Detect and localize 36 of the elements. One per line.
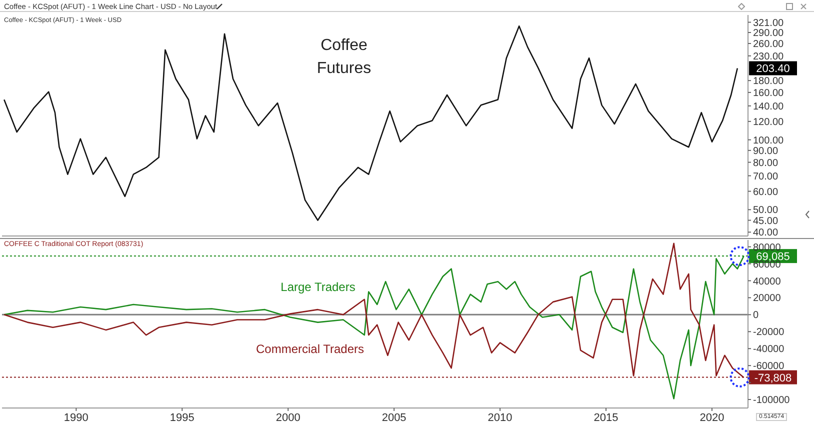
y-tick-label: 230.00 [753,51,784,62]
y-tick-label: 70.00 [753,171,778,182]
y-tick-label: 50.00 [753,205,778,216]
y-tick-label: 160.00 [753,88,784,99]
y-tick-label: 260.00 [753,39,784,50]
ref-line-label: -73,808 [754,372,792,384]
y-tick-label: 140.00 [753,101,784,112]
series-label: Large Traders [280,280,356,294]
x-tick-label: 2010 [488,412,512,424]
text: Coffee Futures [316,36,372,79]
y-tick-label: 80.00 [753,158,778,169]
y-tick-label: 40.00 [753,228,778,239]
y-tick-label: -40000 [753,344,785,356]
y-tick-label: -60000 [753,361,785,372]
y-tick-label: -100000 [753,395,790,406]
annotation: 203.40 [756,63,790,76]
series-label: Commercial Traders [256,342,364,356]
x-tick-label: 2000 [276,412,300,424]
y-tick-label: 100.00 [753,135,784,146]
line-series [3,25,738,221]
y-tick-label: -20000 [753,327,785,338]
y-tick-label: 40000 [753,276,782,288]
x-tick-label: 2020 [700,412,724,424]
x-tick-label: 1990 [64,412,88,424]
y-tick-label: 321.00 [753,18,784,29]
y-tick-label: 20000 [753,293,782,304]
x-tick-label: 2005 [382,412,406,424]
y-tick-label: 290.00 [753,28,784,40]
y-tick-label: 45.00 [753,216,778,227]
y-tick-label: 90.00 [753,146,778,157]
y-tick-label: 180.00 [753,76,784,88]
y-tick-label: 60.00 [753,186,778,198]
x-tick-label: 1995 [170,412,194,424]
y-tick-label: 120.00 [753,116,784,128]
y-tick-label: 0 [753,310,759,322]
x-tick-label: 2015 [594,412,618,424]
